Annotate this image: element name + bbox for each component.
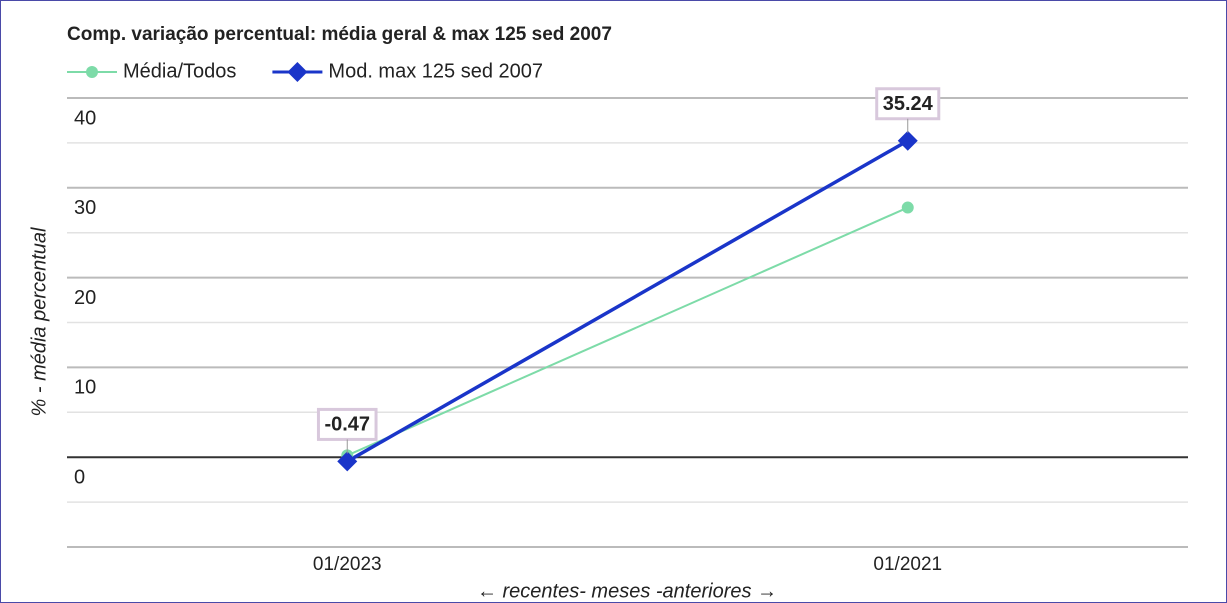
point (287, 62, 308, 82)
data-label: 35.24 (883, 93, 934, 115)
y-tick-label: 10 (74, 377, 96, 399)
x-axis-title: ← recentes- meses -anteriores → (477, 580, 777, 602)
legend-item: Média/Todos (67, 60, 236, 82)
point (337, 451, 358, 472)
x-tick-label: 01/2023 (313, 554, 382, 575)
legend-item: Mod. max 125 sed 2007 (272, 60, 543, 82)
chart-title: Comp. variação percentual: média geral &… (67, 24, 612, 45)
y-tick-label: 20 (74, 287, 96, 309)
legend-label: Mod. max 125 sed 2007 (328, 60, 543, 82)
y-tick-label: 0 (74, 466, 85, 488)
point (901, 201, 914, 214)
data-label: -0.47 (324, 414, 370, 436)
x-tick-label: 01/2021 (873, 554, 942, 575)
point (86, 66, 98, 78)
y-tick-label: 30 (74, 197, 96, 219)
legend-label: Média/Todos (123, 60, 236, 82)
series-line (346, 139, 909, 463)
y-axis-title: % - média percentual (28, 227, 50, 417)
y-tick-label: 40 (74, 107, 96, 129)
series-line (346, 206, 909, 457)
data-label-box (316, 407, 378, 441)
point (897, 130, 918, 151)
